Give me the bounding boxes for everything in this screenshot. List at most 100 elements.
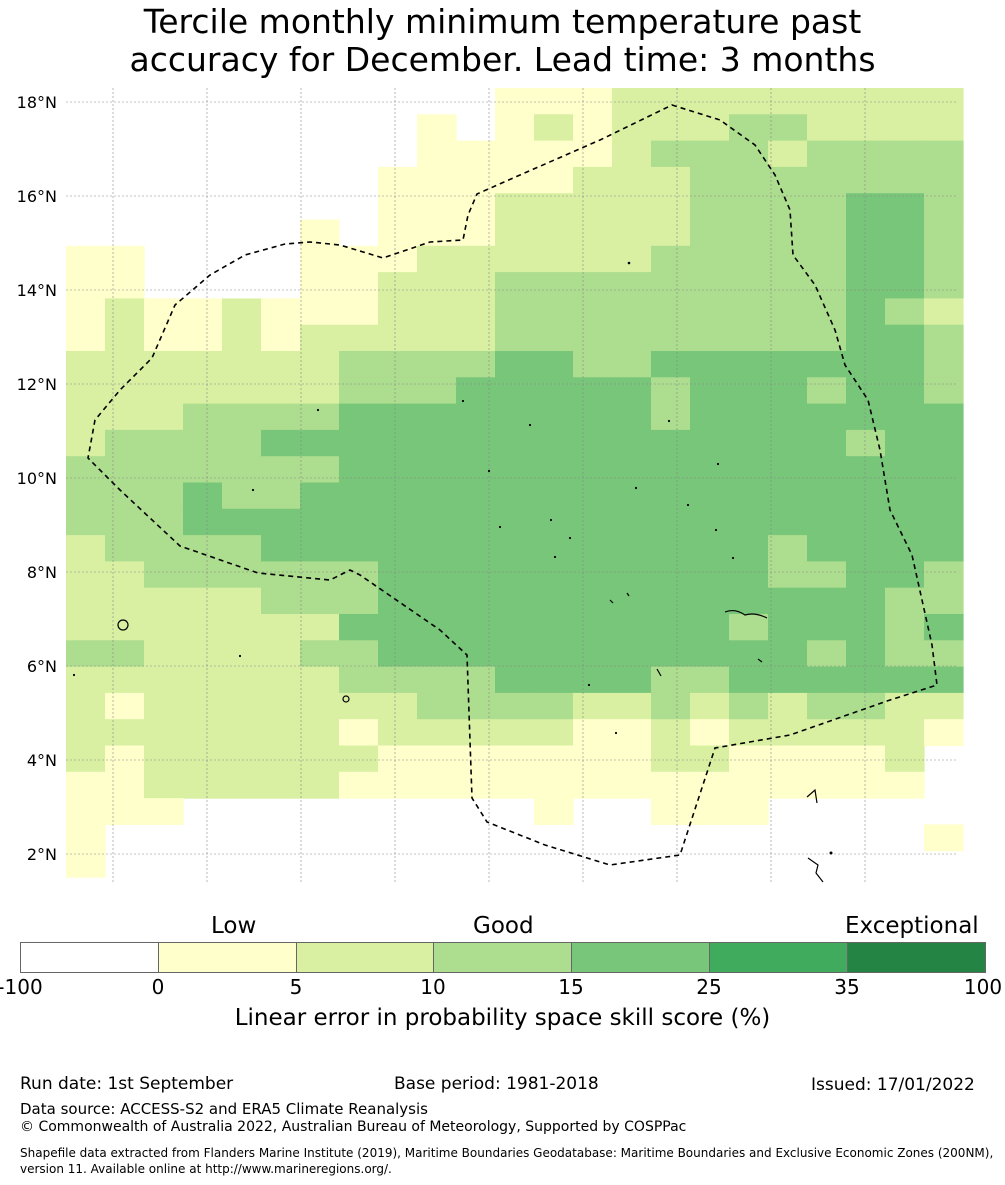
skill-cell xyxy=(66,561,106,589)
skill-cell xyxy=(183,298,223,326)
skill-cell xyxy=(651,219,691,247)
skill-cell xyxy=(534,771,574,799)
skill-cell xyxy=(534,377,574,405)
skill-cell xyxy=(222,324,262,352)
skill-cell xyxy=(612,351,652,378)
skill-cell xyxy=(495,219,535,247)
skill-cell xyxy=(651,561,691,589)
skill-cell xyxy=(261,666,301,694)
map-gridlines xyxy=(66,88,958,882)
skill-cell xyxy=(105,245,145,273)
skill-cell xyxy=(651,377,691,405)
island-outlines xyxy=(117,592,824,883)
skill-cell xyxy=(807,88,847,115)
skill-cell xyxy=(144,587,184,615)
skill-cell xyxy=(417,508,457,536)
skill-cell xyxy=(144,482,184,510)
skill-cell xyxy=(573,429,613,457)
skill-cell xyxy=(729,456,769,484)
skill-cell xyxy=(729,272,769,299)
skill-cell xyxy=(495,429,535,457)
skill-cell xyxy=(300,587,340,615)
skill-cell xyxy=(690,640,730,668)
colorbar-segment-0-5 xyxy=(158,942,297,973)
skill-cell xyxy=(885,403,925,431)
skill-cell xyxy=(612,219,652,247)
skill-cell xyxy=(651,640,691,668)
skill-cell xyxy=(846,456,886,484)
colorbar-segment-below-0 xyxy=(20,942,159,973)
skill-cell xyxy=(573,482,613,510)
skill-cell xyxy=(690,692,730,720)
skill-cell xyxy=(222,351,262,378)
skill-cell xyxy=(885,166,925,194)
skill-cell xyxy=(495,298,535,326)
skill-cell xyxy=(846,429,886,457)
skill-cell xyxy=(339,640,379,668)
skill-cell xyxy=(144,561,184,589)
skill-cell xyxy=(612,456,652,484)
skill-cell xyxy=(612,745,652,773)
skill-cell xyxy=(846,587,886,615)
skill-cell xyxy=(807,193,847,221)
skill-cell xyxy=(651,745,691,773)
skill-cell xyxy=(924,324,964,352)
skill-cell xyxy=(105,456,145,484)
skill-cell xyxy=(339,456,379,484)
colorbar-label: Linear error in probability space skill … xyxy=(234,1005,771,1031)
skill-cell xyxy=(612,377,652,405)
skill-cell xyxy=(144,692,184,720)
shapefile-credit-line-1: Shapefile data extracted from Flanders M… xyxy=(20,1146,994,1160)
skill-cell xyxy=(729,114,769,142)
skill-cell xyxy=(456,403,496,431)
skill-cell xyxy=(729,324,769,352)
skill-cell xyxy=(612,666,652,694)
skill-cell xyxy=(807,377,847,405)
skill-cell xyxy=(729,587,769,615)
skill-cell xyxy=(144,640,184,668)
map-title-line-1: Tercile monthly minimum temperature past xyxy=(143,2,862,41)
skill-cell xyxy=(612,166,652,194)
skill-cell xyxy=(495,745,535,773)
skill-cell xyxy=(534,114,574,142)
skill-cell xyxy=(768,429,808,457)
skill-cell xyxy=(378,298,418,326)
skill-cell xyxy=(729,166,769,194)
skill-cell xyxy=(846,771,886,799)
skill-cell xyxy=(651,535,691,562)
data-source: Data source: ACCESS-S2 and ERA5 Climate … xyxy=(20,1100,428,1118)
skill-cell xyxy=(261,745,301,773)
skill-cell xyxy=(66,666,106,694)
skill-cell xyxy=(807,614,847,641)
skill-cell xyxy=(417,745,457,773)
skill-grid xyxy=(66,88,964,878)
skill-cell xyxy=(222,614,262,641)
skill-cell xyxy=(417,351,457,378)
skill-cell xyxy=(66,719,106,747)
skill-cell xyxy=(534,745,574,773)
skill-cell xyxy=(846,377,886,405)
skill-cell xyxy=(573,298,613,326)
skill-cell xyxy=(222,482,262,510)
skill-cell xyxy=(651,456,691,484)
skill-cell xyxy=(924,666,964,694)
skill-cell xyxy=(846,140,886,168)
colorbar-tick: 100 xyxy=(963,975,1003,999)
skill-cell xyxy=(729,351,769,378)
skill-cell xyxy=(378,666,418,694)
island-dots xyxy=(72,261,833,855)
skill-cell xyxy=(690,298,730,326)
skill-cell xyxy=(729,482,769,510)
skill-cell xyxy=(729,429,769,457)
skill-cell xyxy=(846,535,886,562)
skill-cell xyxy=(456,640,496,668)
skill-cell xyxy=(846,745,886,773)
skill-cell xyxy=(612,193,652,221)
skill-cell xyxy=(456,166,496,194)
latitude-label: 10°N xyxy=(17,469,57,488)
skill-cell xyxy=(573,745,613,773)
skill-cell xyxy=(846,351,886,378)
skill-cell xyxy=(417,193,457,221)
latitude-label: 18°N xyxy=(17,93,57,112)
skill-cell xyxy=(222,771,262,799)
